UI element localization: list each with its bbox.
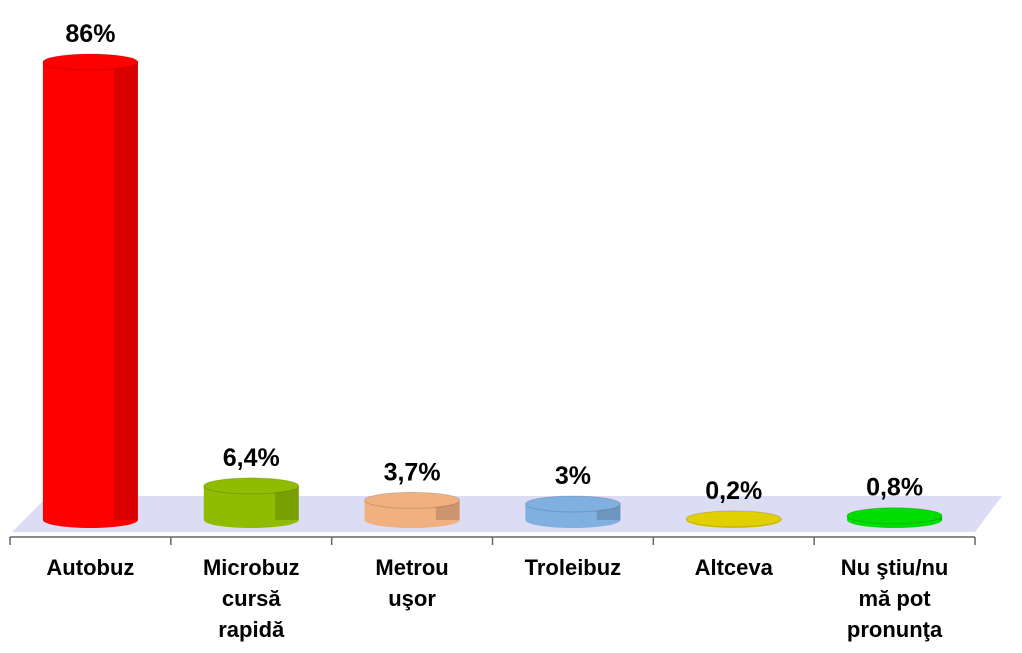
bar-top — [685, 510, 782, 528]
x-tick-label: Microbuz cursă rapidă — [202, 555, 300, 642]
value-label: 0,2% — [705, 477, 762, 505]
bar — [42, 53, 139, 528]
bar-top — [364, 491, 461, 509]
bar-body — [42, 62, 138, 520]
value-label: 3% — [555, 462, 591, 490]
bar-bottom — [525, 512, 621, 528]
bar — [846, 507, 943, 528]
x-tick-label: Troleibuz — [524, 555, 622, 580]
value-label: 86% — [65, 20, 115, 48]
value-label: 6,4% — [223, 444, 280, 472]
bar — [364, 491, 461, 528]
x-tick-label: Altceva — [694, 555, 773, 580]
bar-bottom — [42, 512, 138, 528]
value-label: 3,7% — [384, 458, 441, 486]
bar-shade — [114, 62, 138, 520]
bar — [685, 510, 782, 528]
value-label: 0,8% — [866, 474, 923, 502]
x-tick-label: Metrou uşor — [375, 555, 449, 611]
bar — [203, 477, 300, 528]
x-tick-label: Autobuz — [46, 555, 135, 580]
bar-bottom — [203, 512, 299, 528]
bar-top — [42, 53, 139, 71]
bar — [524, 495, 621, 528]
bar-top — [203, 477, 300, 495]
x-tick-label: Nu ştiu/nu mă pot pronunţa — [840, 555, 949, 642]
bar-shade — [275, 485, 299, 520]
bar-top — [524, 495, 621, 513]
bar-top — [846, 507, 943, 525]
bar-bottom — [364, 512, 460, 528]
